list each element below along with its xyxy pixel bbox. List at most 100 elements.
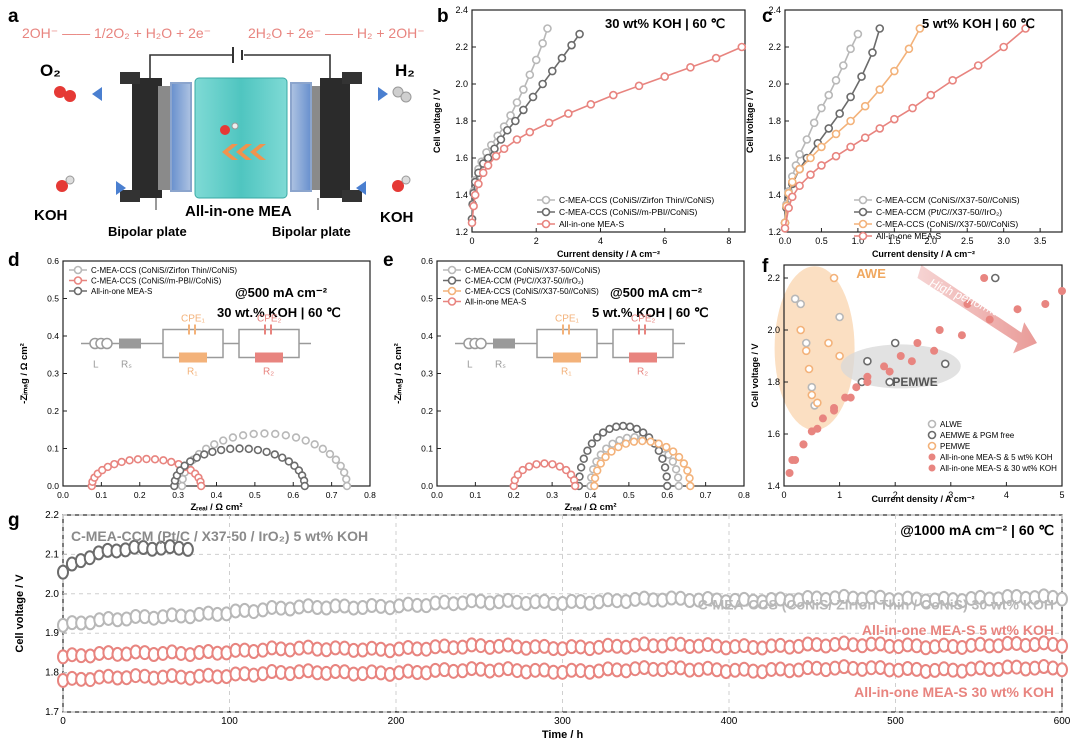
x-tick-label: 0.3 [172,490,184,500]
left-electrode-mesh [170,82,192,192]
data-point [784,203,793,213]
data-point [654,439,663,448]
data-point [238,431,248,440]
data-point [790,294,800,304]
data-point [216,445,226,455]
x-tick-label: 2.5 [961,236,974,246]
data-point [802,135,812,144]
series-line [784,33,859,223]
x-tick-label: 0.5 [815,236,828,246]
data-point [817,103,826,113]
data-point [117,457,126,467]
data-point [835,351,844,361]
resistor-rs [119,338,141,349]
x-tick-label: 600 [1054,716,1071,727]
koh-molecule-left-icon [56,175,75,192]
data-point [496,135,506,144]
bipolar-plate-right-label: Bipolar plate [272,224,351,239]
legend-marker [447,286,457,296]
data-point [538,79,547,89]
x-tick-label: 4 [1004,490,1009,500]
data-point [469,201,478,211]
data-point [632,424,641,434]
data-point [841,393,850,402]
condition-label: 5 wt.% KOH | 60 ℃ [592,305,709,320]
data-point [654,446,664,455]
panel-label-g: g [8,510,20,531]
panel-a: a 2OH⁻ —— 1/2O₂ + H₂O + 2e⁻ 2H₂O + 2e⁻ —… [8,6,425,239]
data-point [904,44,914,54]
data-point [336,461,345,471]
data-point [985,315,994,324]
x-tick-label: 0.8 [364,490,376,500]
data-point [807,390,817,400]
cpe-label: CPE₁ [181,314,206,325]
data-point [824,338,833,348]
data-point [592,433,602,442]
resistor-label: R₁ [561,367,572,378]
data-point [614,442,623,452]
data-point [780,224,790,233]
legend-marker [73,276,83,285]
data-point [483,161,493,170]
data-point [686,481,695,491]
x-tick-label: 3.5 [1034,236,1047,246]
data-point [110,459,119,469]
data-point [531,55,541,65]
data-point [926,90,936,100]
data-point [813,424,822,433]
data-point [518,465,527,475]
y-axis-label: Cell voltage / V [14,574,26,653]
y-tick-label: 1.4 [455,190,468,200]
y-tick-label: 0.3 [47,369,59,379]
x-tick-label: 0 [60,716,66,727]
data-point [824,124,834,133]
legend-entry: C-MEA-CCS (CoNiS//m-PBI//CoNiS) [91,277,222,286]
data-point [310,440,319,449]
data-point [607,447,616,456]
data-point [590,473,600,483]
legend-marker [858,207,868,217]
x-tick-label: 2 [534,236,539,246]
y-tick-label: 0.5 [47,294,59,304]
data-point [1058,287,1066,295]
inductor-coil [475,337,487,350]
data-point [885,367,894,376]
data-point [813,398,822,408]
x-tick-label: 0.0 [57,490,69,500]
data-point [853,29,863,39]
o2-molecule-icon [54,86,76,102]
condition-label: 30 wt.% KOH | 60 ℃ [217,305,341,320]
data-point [601,452,610,462]
data-point [795,181,804,191]
equivalent-circuit-diagram: CPE₁ R₁ CPE₂ R₂ L Rₛ [455,314,685,378]
data-point [663,481,672,491]
legend-entry: All-in-one MEA-S [91,287,152,296]
y-tick-label: 1.4 [767,481,780,491]
data-point [253,445,263,455]
data-point [737,42,747,52]
legend-entry: All-in-one MEA-S & 30 wt% KOH [940,464,1057,473]
data-point [300,481,309,491]
y-tick-label: 1.8 [45,668,59,679]
x-tick-label: 0.0 [779,236,792,246]
legend-marker [928,453,936,461]
y-axis-label: -Zᵢₘₐg / Ω cm² [19,343,30,404]
data-point [674,452,684,462]
data-point [208,447,217,457]
high-performance-label: High performance [927,276,1020,328]
resistor [553,352,581,363]
x-tick-label: 2.0 [925,236,938,246]
data-point [301,436,310,445]
data-point [587,439,597,448]
h2-label: H₂ [395,61,415,80]
data-point [598,428,608,437]
data-point [660,72,670,81]
chart-g-durability: 0 100 200 300 400 500 600 1.7 1.8 1.9 2.0 2.1 2.2 Tim… [14,510,1071,740]
data-point [561,465,571,475]
chart-title: @500 mA cm⁻² [610,285,703,300]
data-point [907,357,916,366]
x-tick-label: 0.8 [738,490,750,500]
data-point [634,81,644,91]
data-point [915,24,925,33]
